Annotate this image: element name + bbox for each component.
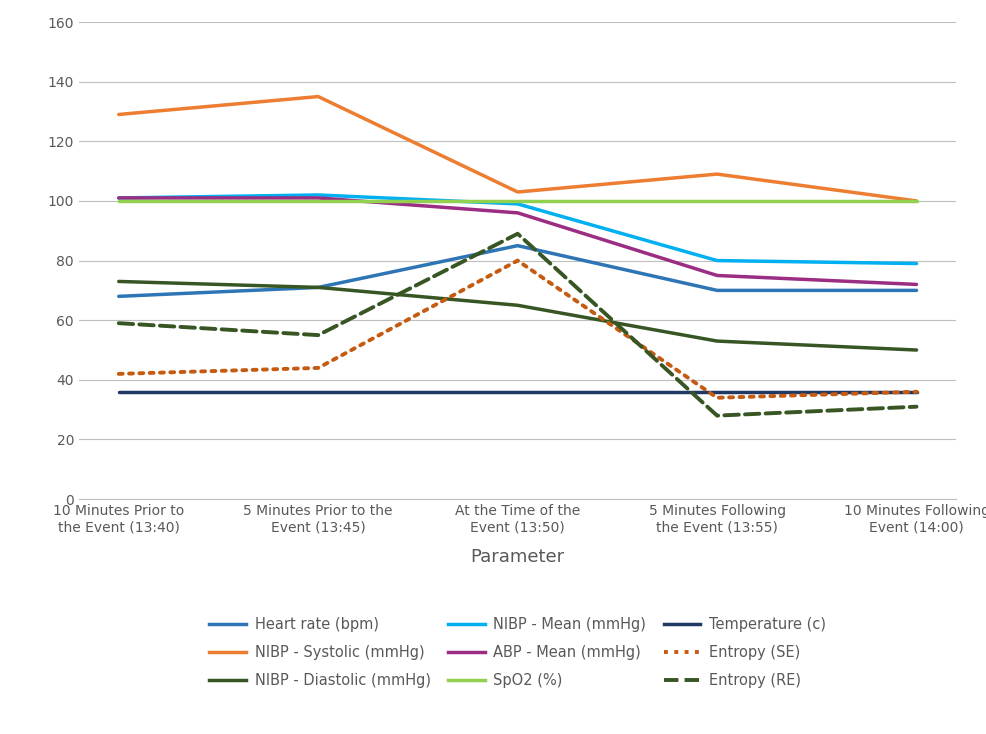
Legend: Heart rate (bpm), NIBP - Systolic (mmHg), NIBP - Diastolic (mmHg), NIBP - Mean (: Heart rate (bpm), NIBP - Systolic (mmHg)… — [203, 611, 832, 694]
X-axis label: Parameter: Parameter — [470, 548, 565, 566]
